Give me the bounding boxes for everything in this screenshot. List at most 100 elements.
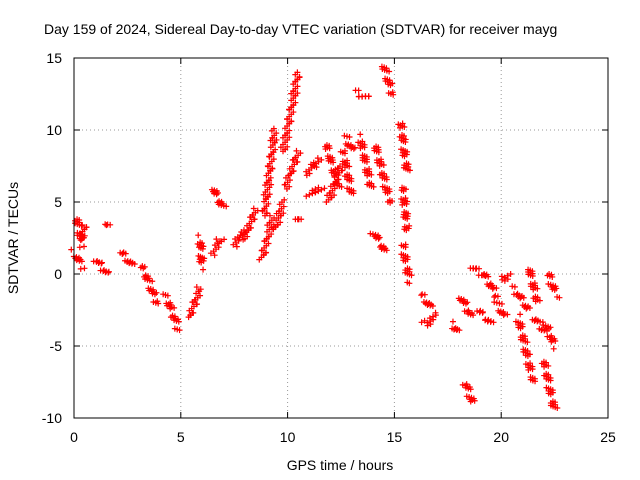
data-point (403, 227, 410, 234)
data-point (529, 273, 536, 279)
data-point (200, 266, 207, 273)
data-segment (137, 263, 162, 307)
data-point (294, 69, 301, 76)
data-point (244, 233, 251, 240)
data-segment (240, 205, 261, 242)
data-segment (277, 69, 303, 155)
y-tick-label: -10 (42, 410, 62, 426)
data-segment (269, 196, 288, 233)
data-point (472, 265, 479, 272)
data-point (368, 171, 375, 178)
data-point (286, 134, 293, 141)
data-point (318, 186, 325, 193)
data-segment (259, 125, 280, 219)
data-point (286, 183, 293, 190)
data-point (164, 292, 171, 299)
data-point (294, 216, 301, 223)
data-point (346, 163, 353, 170)
data-point (326, 145, 333, 152)
data-segment (418, 312, 439, 329)
data-point (348, 178, 355, 185)
data-point (375, 235, 382, 242)
data-point (306, 191, 313, 198)
data-segment (480, 271, 501, 300)
data-point (517, 311, 524, 318)
data-point (480, 272, 487, 279)
data-point (418, 292, 425, 299)
data-point (176, 327, 183, 334)
data-segment (281, 147, 304, 192)
data-point (471, 397, 478, 404)
data-point (517, 295, 524, 302)
x-tick-label: 25 (600, 429, 616, 445)
data-point (401, 153, 408, 160)
x-tick-label: 0 (70, 429, 78, 445)
data-point (167, 305, 174, 312)
data-point (195, 232, 202, 239)
data-point (387, 82, 394, 89)
data-point (313, 164, 320, 171)
data-point (491, 294, 498, 300)
data-point (406, 280, 413, 287)
data-point (490, 319, 497, 326)
data-point (397, 124, 404, 131)
data-point (273, 130, 280, 137)
data-point (272, 146, 279, 153)
data-point (351, 144, 358, 151)
data-segment (102, 221, 114, 229)
data-point (270, 125, 277, 132)
data-point (196, 288, 203, 295)
data-point (303, 193, 310, 200)
data-point (151, 291, 158, 298)
data-segment (68, 246, 88, 272)
data-point (470, 312, 477, 319)
x-axis-label: GPS time / hours (287, 457, 394, 473)
x-tick-label: 15 (387, 429, 403, 445)
data-point (390, 91, 397, 98)
data-point (532, 298, 539, 305)
data-segment (117, 249, 138, 267)
data-point (524, 339, 531, 346)
data-segment (371, 143, 396, 206)
data-point (489, 285, 496, 292)
data-point (545, 325, 552, 332)
data-point (223, 203, 230, 210)
data-point (294, 90, 301, 97)
data-segment (292, 216, 305, 223)
data-point (365, 93, 372, 100)
data-point (98, 260, 105, 267)
data-point (541, 363, 548, 370)
data-point (404, 215, 411, 222)
data-point (350, 190, 357, 197)
data-segment (341, 132, 358, 152)
data-point (378, 246, 385, 252)
data-point (492, 292, 499, 299)
data-point (361, 144, 368, 151)
y-axis-label: SDTVAR / TECUs (5, 182, 21, 294)
x-tick-label: 5 (177, 429, 185, 445)
data-segment (449, 318, 463, 334)
data-point (119, 251, 126, 258)
data-segment (303, 155, 325, 179)
data-point (266, 191, 273, 198)
data-segment (512, 311, 539, 385)
data-point (523, 305, 530, 312)
data-point (214, 189, 221, 196)
data-point (268, 181, 275, 188)
data-point (376, 234, 383, 241)
data-point (315, 188, 322, 195)
data-point (432, 312, 439, 319)
data-point (175, 318, 182, 325)
data-point (83, 224, 90, 231)
data-point (545, 362, 552, 369)
data-point (525, 366, 532, 373)
data-segment (491, 299, 511, 319)
data-point (280, 203, 287, 210)
data-segment (90, 258, 112, 276)
data-point (507, 271, 514, 277)
data-segment (418, 291, 439, 316)
data-segment (337, 147, 357, 197)
data-point (364, 172, 371, 179)
data-point (213, 191, 220, 198)
x-tick-label: 20 (493, 429, 509, 445)
